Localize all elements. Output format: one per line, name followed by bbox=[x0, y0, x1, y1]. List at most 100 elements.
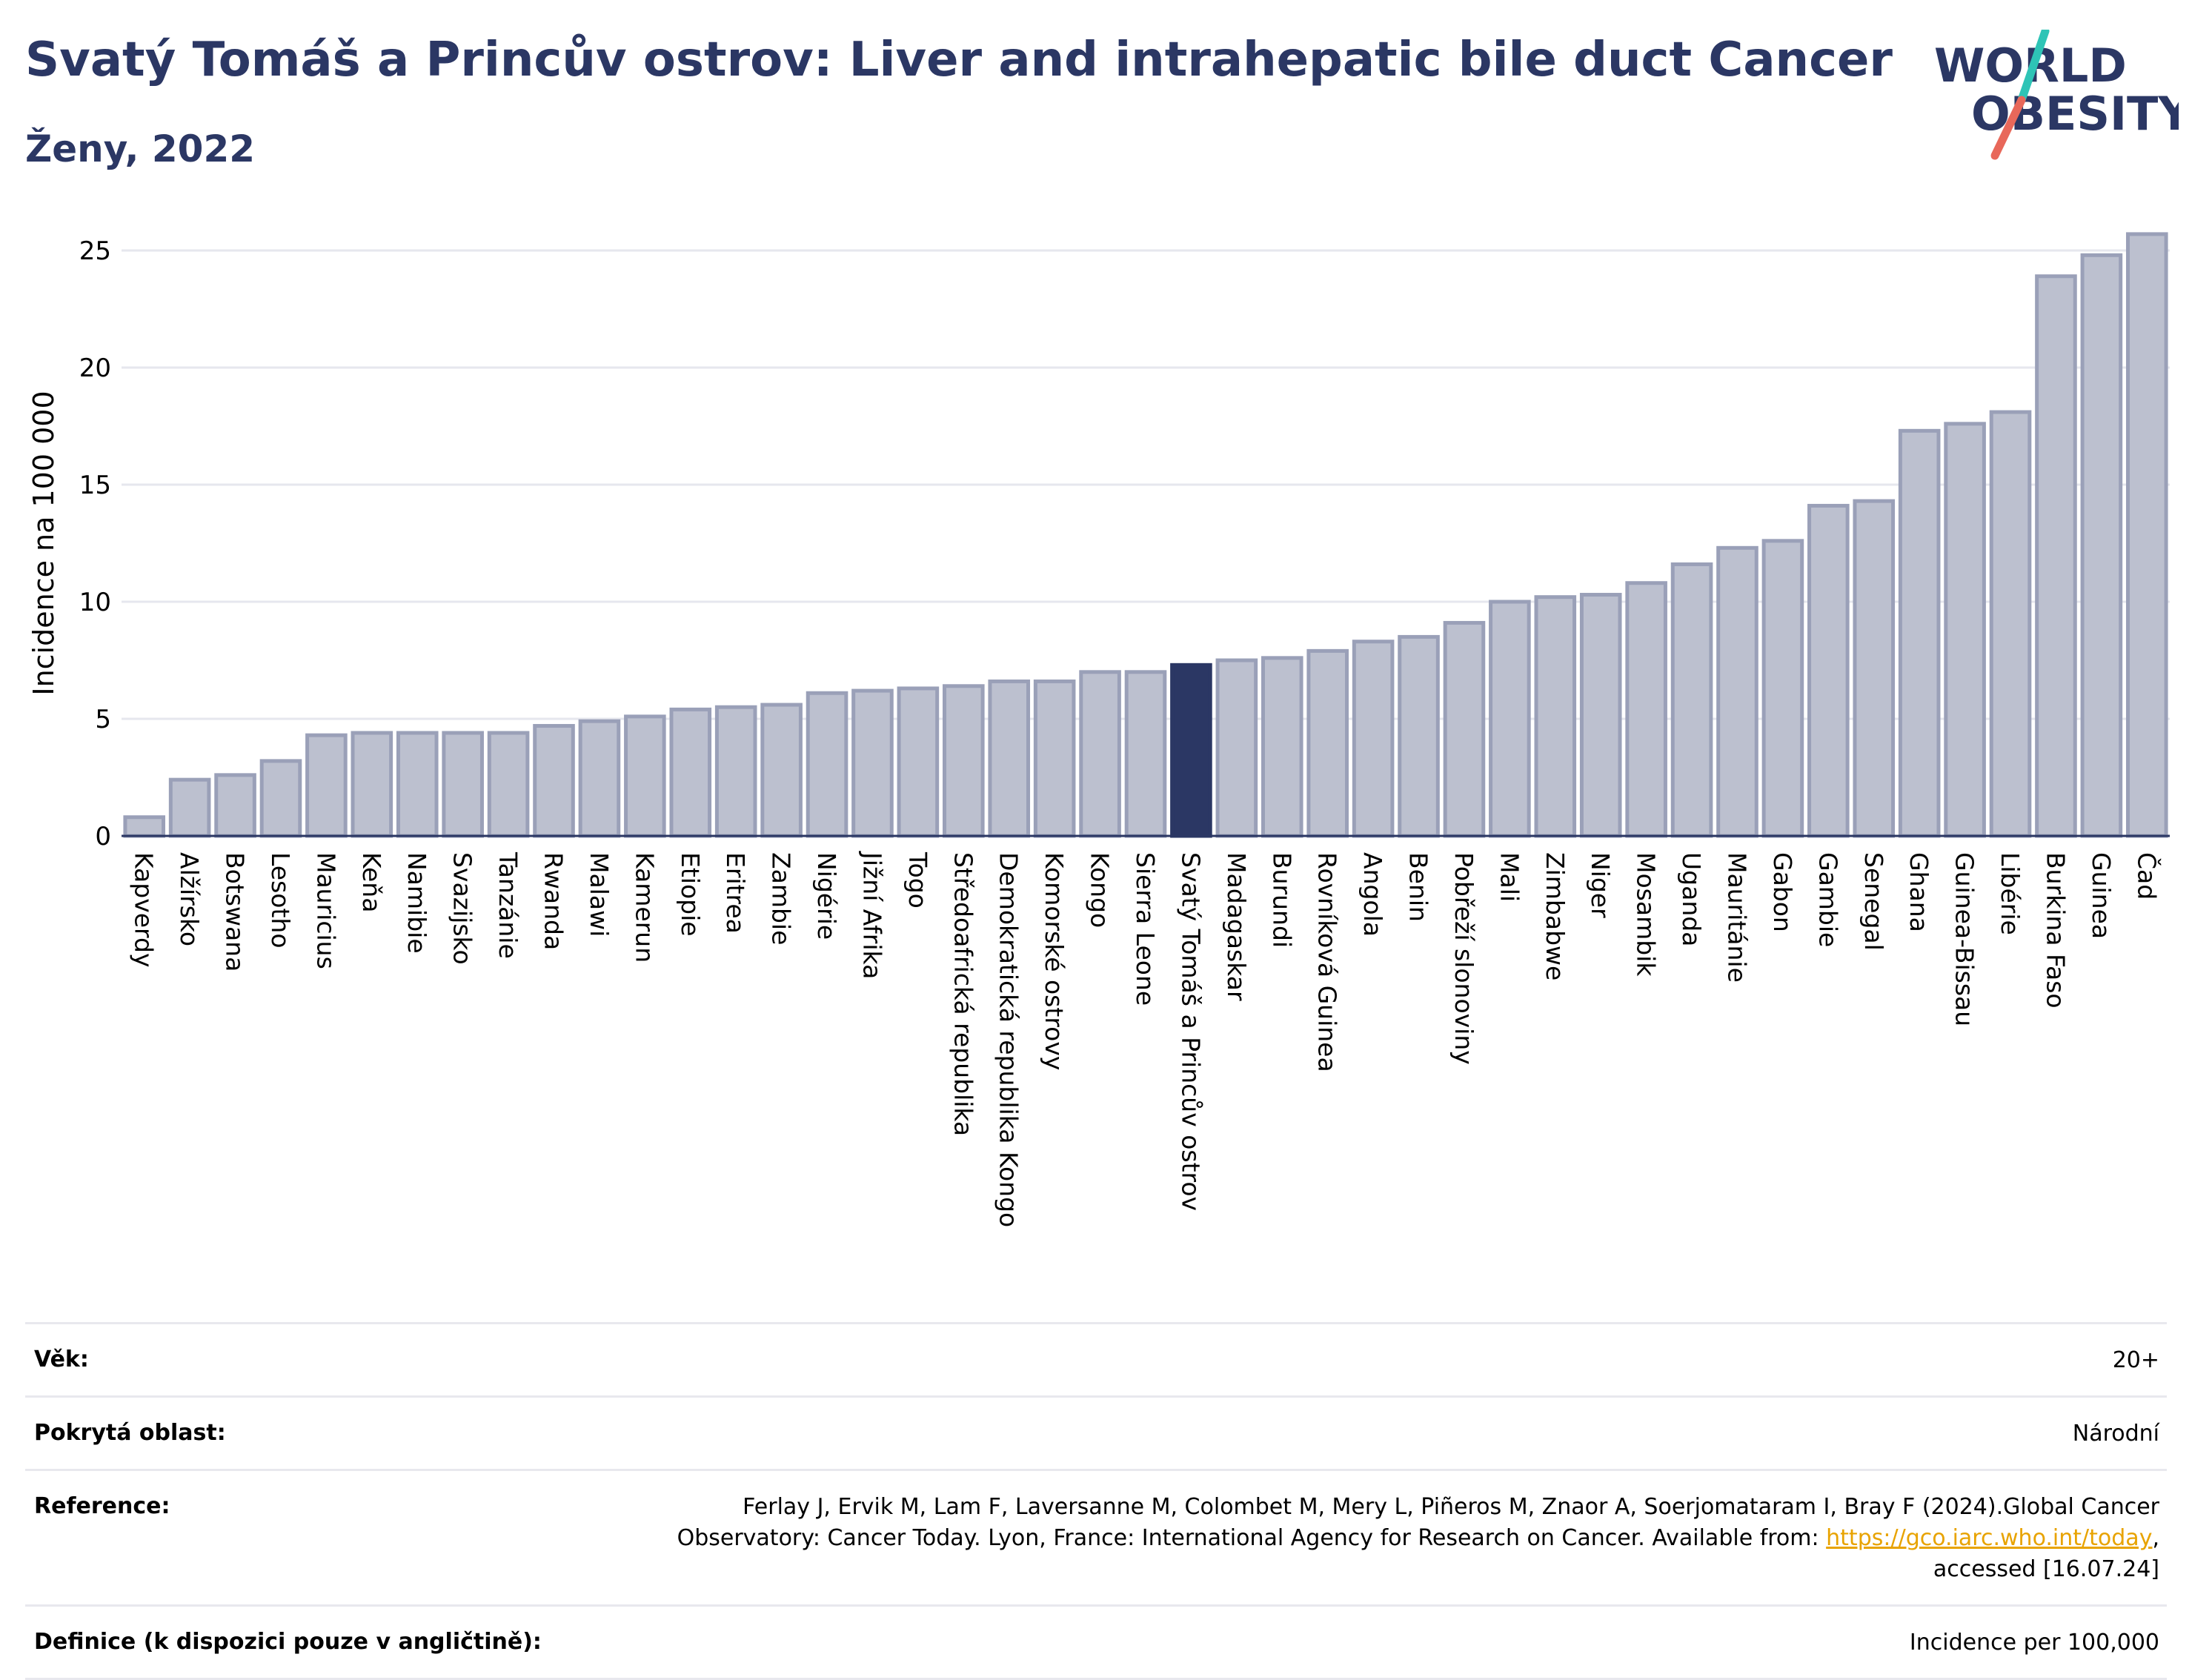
bar bbox=[2035, 274, 2077, 838]
x-tick-label: Burundi bbox=[1267, 852, 1296, 948]
bar bbox=[259, 759, 302, 838]
reference-text-3: , bbox=[2152, 1525, 2159, 1551]
bar bbox=[1261, 656, 1303, 838]
y-axis-ticks: 0 5 10 15 20 25 bbox=[79, 236, 111, 851]
bar bbox=[1670, 562, 1713, 838]
x-tick-label: Demokratická republika Kongo bbox=[994, 852, 1023, 1227]
bar bbox=[1352, 640, 1395, 838]
x-tick-label: Gambie bbox=[1813, 852, 1842, 947]
bar bbox=[1579, 593, 1622, 838]
bar bbox=[1033, 679, 1076, 838]
x-tick-label: Pobřeží slonoviny bbox=[1449, 852, 1478, 1065]
reference-text-2: Observatory: Cancer Today. Lyon, France:… bbox=[677, 1525, 1827, 1551]
x-tick-label: Rwanda bbox=[539, 852, 568, 950]
y-tick-label: 15 bbox=[79, 471, 111, 500]
bar bbox=[669, 707, 712, 838]
bar bbox=[1489, 600, 1531, 838]
x-tick-label: Tanzánie bbox=[494, 851, 522, 959]
bar bbox=[806, 691, 848, 838]
info-row-age: Věk: 20+ bbox=[25, 1322, 2167, 1395]
x-tick-label: Mali bbox=[1495, 852, 1524, 902]
x-tick-label: Ghana bbox=[1904, 852, 1933, 932]
area-value: Národní bbox=[2072, 1421, 2159, 1447]
chart-subtitle: Ženy, 2022 bbox=[25, 127, 256, 170]
bar bbox=[1443, 620, 1486, 838]
y-tick-label: 0 bbox=[95, 822, 111, 851]
x-tick-label: Alžírsko bbox=[175, 852, 204, 946]
bar bbox=[1079, 670, 1121, 838]
bar bbox=[1944, 422, 1986, 838]
x-tick-label: Uganda bbox=[1677, 852, 1706, 946]
x-tick-label: Senegal bbox=[1859, 852, 1888, 951]
bar bbox=[1761, 539, 1804, 838]
bar bbox=[1807, 503, 1850, 838]
x-tick-label: Gabon bbox=[1768, 852, 1797, 932]
bar bbox=[897, 686, 940, 838]
bar bbox=[624, 714, 666, 838]
bar bbox=[487, 731, 530, 838]
x-tick-label: Angola bbox=[1358, 852, 1387, 937]
x-tick-label: Rovníková Guinea bbox=[1313, 852, 1342, 1072]
bar-highlight bbox=[1170, 663, 1212, 838]
y-tick-label: 10 bbox=[79, 588, 111, 617]
bar bbox=[214, 773, 256, 838]
bar bbox=[1534, 595, 1577, 838]
age-value: 20+ bbox=[2112, 1347, 2159, 1373]
x-tick-label: Guinea-Bissau bbox=[1950, 852, 1979, 1026]
x-tick-label: Lesotho bbox=[266, 852, 295, 949]
y-axis-label: Incidence na 100 000 bbox=[27, 391, 60, 695]
info-row-area: Pokrytá oblast: Národní bbox=[25, 1395, 2167, 1469]
bar bbox=[1215, 658, 1258, 838]
x-tick-label: Madagaskar bbox=[1222, 852, 1251, 1001]
bar bbox=[396, 731, 439, 838]
x-tick-label: Etiopie bbox=[676, 852, 705, 937]
x-tick-label: Niger bbox=[1586, 852, 1615, 918]
logo-slash-teal bbox=[2017, 30, 2050, 104]
bar bbox=[578, 719, 621, 838]
x-tick-label: Togo bbox=[903, 851, 932, 909]
bar bbox=[168, 777, 211, 838]
bar bbox=[1989, 410, 2032, 838]
bar bbox=[1124, 670, 1167, 838]
area-label: Pokrytá oblast: bbox=[34, 1420, 226, 1446]
x-tick-label: Mauricius bbox=[311, 852, 340, 969]
x-tick-label: Nigérie bbox=[812, 852, 841, 940]
x-tick-label: Benin bbox=[1404, 852, 1433, 922]
bar bbox=[1716, 545, 1758, 838]
bar bbox=[2125, 232, 2168, 838]
x-tick-label: Botswana bbox=[221, 852, 250, 972]
chart-title: Svatý Tomáš a Princův ostrov: Liver and … bbox=[25, 33, 1893, 87]
reference-value: Ferlay J, Ervik M, Lam F, Laversanne M, … bbox=[34, 1487, 2159, 1585]
reference-label: Reference: bbox=[34, 1493, 170, 1519]
bar bbox=[760, 703, 803, 838]
reference-link[interactable]: https://gco.iarc.who.int/today bbox=[1826, 1525, 2153, 1551]
age-label: Věk: bbox=[34, 1347, 89, 1372]
bar bbox=[1853, 499, 1896, 838]
x-tick-label: Mosambik bbox=[1632, 852, 1661, 977]
x-tick-label: Čad bbox=[2132, 852, 2162, 900]
x-tick-label: Kongo bbox=[1086, 852, 1115, 928]
bar bbox=[1625, 581, 1667, 838]
bar bbox=[2080, 253, 2123, 838]
reference-text-4: accessed [16.07.24] bbox=[1933, 1556, 2159, 1582]
x-tick-label: Libérie bbox=[1996, 852, 2025, 935]
x-tick-label: Zimbabwe bbox=[1541, 852, 1570, 980]
x-axis-labels: Kapverdy Alžírsko Botswana Lesotho Mauricius… bbox=[130, 851, 2162, 1227]
x-tick-label: Keňa bbox=[357, 852, 386, 912]
x-tick-label: Malawi bbox=[585, 852, 614, 937]
bar bbox=[1898, 428, 1941, 838]
bar bbox=[943, 684, 985, 838]
x-tick-label: Namibie bbox=[402, 852, 431, 954]
info-table: Věk: 20+ Pokrytá oblast: Národní Referen… bbox=[25, 1322, 2167, 1680]
bar bbox=[851, 688, 894, 838]
world-obesity-logo: WORLD OBESITY bbox=[1934, 30, 2179, 160]
info-row-reference: Reference: Ferlay J, Ervik M, Lam F, Lav… bbox=[25, 1469, 2167, 1604]
definition-value: Incidence per 100,000 bbox=[1909, 1630, 2159, 1656]
bars bbox=[123, 232, 2168, 838]
x-tick-label: Eritrea bbox=[721, 852, 750, 934]
bar-chart: 0 5 10 15 20 25 Kapverdy Alžírsko Botswana Lesot… bbox=[27, 232, 2170, 1227]
bar bbox=[123, 815, 166, 838]
x-tick-label: Jižní Afrika bbox=[857, 851, 886, 979]
y-tick-label: 20 bbox=[79, 353, 111, 383]
bar bbox=[305, 733, 348, 838]
